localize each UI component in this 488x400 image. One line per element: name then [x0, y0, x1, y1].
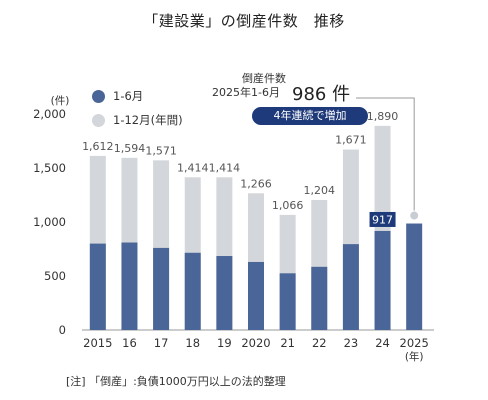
x-tick-label: 19	[217, 336, 232, 350]
y-tick-label: 0	[59, 323, 66, 337]
legend-swatch-annual	[92, 113, 105, 127]
h1-bar	[153, 247, 170, 330]
h1-bar	[216, 256, 233, 330]
legend-item-h1: 1-6月	[92, 84, 183, 108]
annual-bar-label: 1,594	[114, 142, 146, 155]
h1-bar-label: 917	[372, 213, 393, 226]
x-tick-label: 24	[375, 336, 390, 350]
increase-badge: 4年連続で増加	[252, 107, 368, 125]
latest-marker	[409, 210, 420, 221]
annual-bar-label: 1,671	[335, 134, 367, 147]
h1-bar	[121, 242, 138, 330]
h1-label-box	[369, 211, 396, 227]
annual-bar-label: 1,612	[82, 140, 114, 153]
footnote: [注] 「倒産」:負債1000万円以上の法的整理	[66, 375, 286, 388]
legend: 1-6月 1-12月(年間)	[92, 84, 183, 132]
callout-line	[356, 97, 415, 211]
annotation-label-1: 倒産件数	[242, 72, 286, 85]
x-tick-label: 17	[154, 336, 169, 350]
annual-bar-label: 1,571	[145, 144, 177, 157]
y-tick-label: 1,500	[33, 161, 66, 175]
legend-swatch-h1	[92, 89, 105, 103]
annual-bar-label: 1,266	[240, 177, 272, 190]
x-axis-unit: (年)	[405, 350, 424, 363]
annual-bar-label: 1,414	[209, 161, 241, 174]
y-tick-label: 500	[44, 269, 66, 283]
y-axis-unit: (件)	[51, 95, 70, 107]
chart-title: 「建設業」の倒産件数 推移	[143, 12, 345, 30]
h1-bar	[374, 230, 391, 330]
annual-bar-label: 1,890	[367, 110, 399, 123]
x-tick-label: 21	[280, 336, 295, 350]
x-tick-label: 16	[122, 336, 137, 350]
legend-label-annual: 1-12月(年間)	[113, 113, 183, 127]
annual-bar-label: 1,066	[272, 199, 304, 212]
annotation-label-2: 2025年1-6月	[212, 86, 280, 99]
h1-bar	[279, 273, 296, 330]
h1-bar	[342, 244, 359, 330]
x-tick-label: 22	[312, 336, 327, 350]
x-tick-label: 23	[344, 336, 359, 350]
x-tick-label: 2020	[241, 336, 270, 350]
y-tick-label: 1,000	[33, 215, 66, 229]
h1-bar	[311, 266, 328, 330]
h1-bar	[406, 223, 423, 330]
h1-bar	[184, 252, 201, 330]
annual-bar-label: 1,204	[304, 184, 336, 197]
h1-bar	[248, 261, 264, 330]
legend-label-h1: 1-6月	[113, 89, 144, 103]
x-tick-label: 2015	[83, 336, 112, 350]
annotation-value: 986 件	[292, 84, 351, 105]
annual-bar-label: 1,414	[177, 161, 209, 174]
y-tick-label: 2,000	[33, 107, 66, 121]
x-tick-label: 2025	[400, 336, 429, 350]
legend-item-annual: 1-12月(年間)	[92, 108, 183, 132]
x-tick-label: 18	[185, 336, 200, 350]
h1-bar	[89, 243, 106, 330]
